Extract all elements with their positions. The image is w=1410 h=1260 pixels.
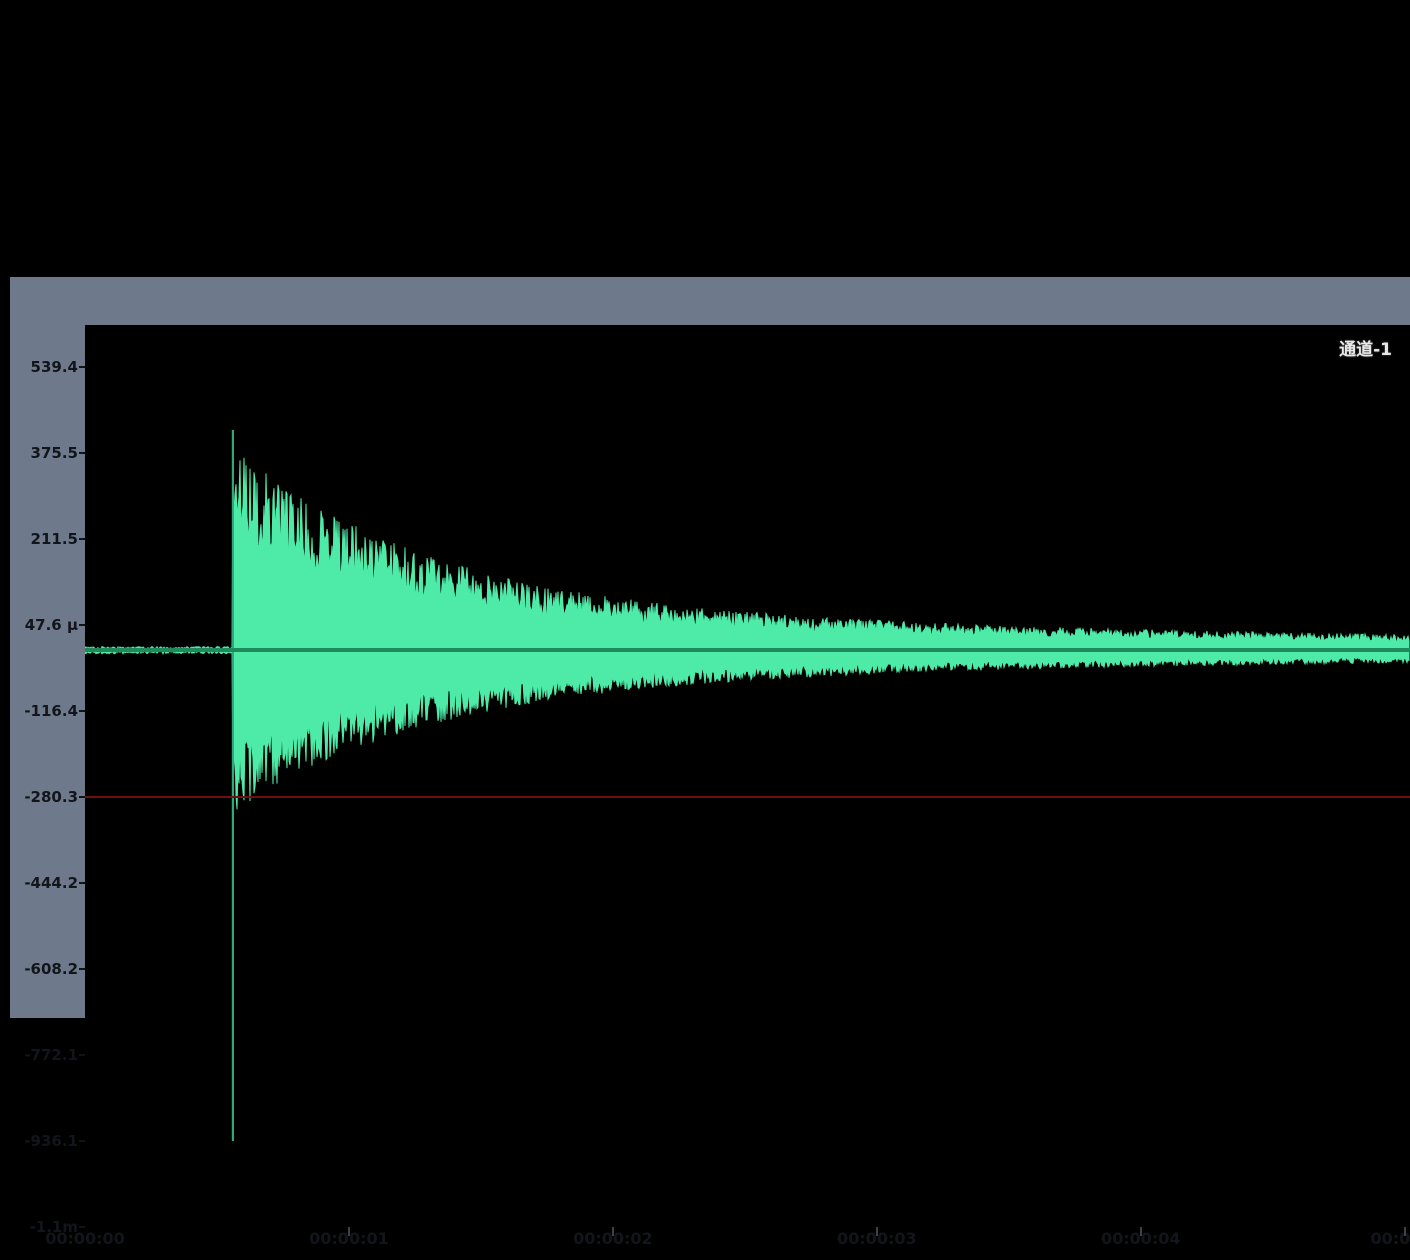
y-axis-tick-label: -772.1 [24, 1046, 78, 1065]
plot-area[interactable]: 通道-1 [85, 325, 1410, 1227]
y-axis-tick-label: -608.2 [24, 960, 78, 979]
signal-baseline [85, 648, 1410, 653]
y-axis-tick-label: 375.5 [30, 444, 78, 463]
y-axis-tick-mark [79, 538, 85, 541]
y-axis-tick-mark [79, 968, 85, 971]
y-axis-tick-mark [79, 452, 85, 455]
y-axis-tick-label: 211.5 [30, 530, 78, 549]
waveform-envelope [85, 457, 1410, 810]
waveform-canvas [85, 429, 1410, 1141]
x-axis-tick-mark [1139, 1227, 1142, 1236]
y-axis-tick-mark [79, 710, 85, 713]
threshold-line [85, 796, 1410, 799]
y-axis-tick-mark [79, 366, 85, 369]
x-axis-tick-mark [611, 1227, 614, 1236]
x-axis-tick-label: 00:00:00 [45, 1229, 125, 1248]
y-axis-tick-label: -280.3 [24, 788, 78, 807]
y-axis-tick-mark [79, 1226, 85, 1228]
y-axis-tick-mark [79, 796, 85, 799]
y-axis-tick-label: -936.1 [24, 1132, 78, 1151]
y-axis-tick-label: -116.4 [24, 702, 78, 721]
x-axis-tick-label: 00:00:02 [573, 1229, 653, 1248]
x-axis-tick-mark [1403, 1227, 1406, 1236]
y-axis-tick-mark [79, 1054, 85, 1057]
x-axis-tick-label: 00:00:01 [309, 1229, 389, 1248]
x-axis-tick-label: 00:00:0 [1370, 1229, 1410, 1248]
chart-panel: 539.4 375.5 211.5 47.6 µ -116.4 -280.3 -444.2 -… [10, 277, 1410, 1248]
y-axis-tick-mark [79, 1140, 85, 1143]
y-axis-tick-mark [79, 882, 85, 885]
x-axis-tick-mark [875, 1227, 878, 1236]
x-axis-tick-label: 00:00:03 [837, 1229, 917, 1248]
y-axis-tick-label: -444.2 [24, 874, 78, 893]
x-axis-tick-label: 00:00:04 [1100, 1229, 1181, 1248]
y-axis-tick-label: 539.4 [30, 358, 78, 377]
y-axis-tick-mark [79, 624, 85, 627]
legend-label: 通道-1 [1339, 340, 1392, 360]
impulse-spike [231, 429, 234, 1141]
x-axis-tick-mark [347, 1227, 350, 1236]
y-axis-tick-label: 47.6 µ [24, 616, 78, 635]
y-axis-tick-label: -1.1m [29, 1218, 78, 1236]
